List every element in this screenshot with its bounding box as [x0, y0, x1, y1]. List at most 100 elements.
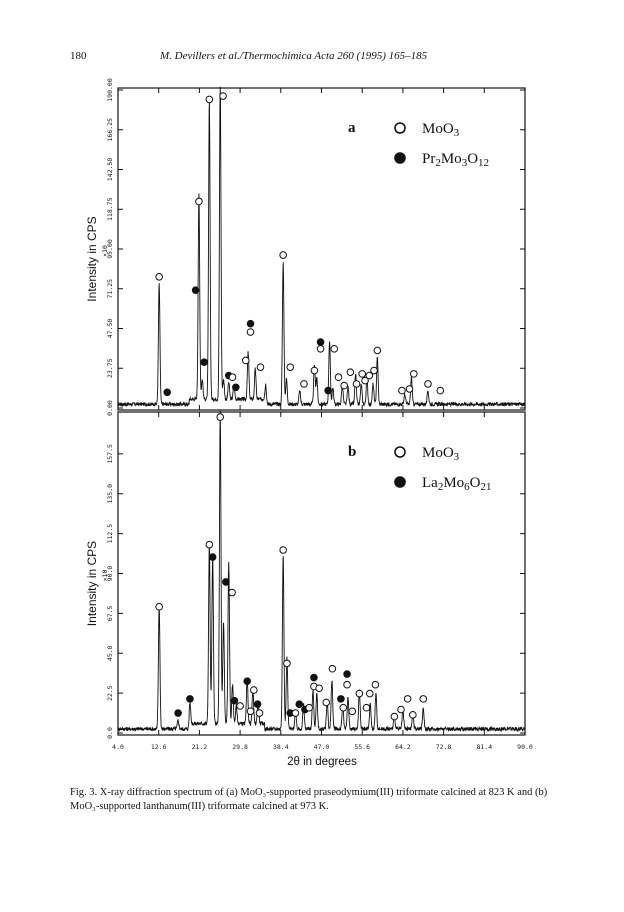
- journal-citation: M. Devillers et al./Thermochimica Acta 2…: [160, 50, 428, 62]
- moo3-marker: [355, 689, 364, 698]
- y-tick-label: 47.50: [106, 319, 114, 339]
- moo3-marker: [358, 370, 367, 378]
- y-tick-label: 45.0: [106, 645, 114, 661]
- legend-label-part: MoO: [422, 121, 454, 137]
- moo3-marker: [365, 689, 374, 698]
- legend-open-circle-icon: [394, 446, 406, 458]
- mixed-oxide-marker: [200, 358, 208, 366]
- legend-label-part: MoO: [422, 445, 454, 461]
- legend-label-part: O: [470, 475, 481, 491]
- y-tick-label: 22.5: [106, 685, 114, 701]
- moo3-marker: [334, 373, 343, 382]
- legend-label-part: La: [422, 475, 438, 491]
- mixed-oxide-marker: [310, 673, 318, 682]
- y-multiplier: ×10: [101, 245, 109, 257]
- moo3-marker: [398, 386, 406, 395]
- mixed-oxide-marker: [186, 695, 194, 703]
- moo3-marker: [424, 380, 432, 388]
- y-tick-label: 157.5: [106, 444, 114, 464]
- xrd-figure: 0.00 23.75 47.50 71.25 95.00 118.75 142.50 166.…: [85, 78, 533, 768]
- figure-caption: Fig. 3. X-ray diffraction spectrum of (a…: [70, 786, 560, 814]
- moo3-marker: [348, 707, 357, 716]
- mixed-oxide-marker: [343, 670, 351, 678]
- moo3-marker: [250, 686, 258, 694]
- mixed-oxide-marker: [191, 286, 200, 294]
- moo3-marker: [403, 695, 412, 703]
- moo3-marker: [279, 546, 287, 554]
- legend-label-part: Pr: [422, 151, 435, 167]
- moo3-marker: [346, 368, 355, 377]
- y-tick-label: 166.25: [106, 118, 114, 142]
- moo3-marker: [390, 712, 399, 721]
- legend-label: Pr2Mo3O12: [422, 151, 489, 169]
- moo3-marker: [328, 664, 337, 673]
- y-tick-label: 23.75: [106, 358, 114, 378]
- moo3-marker: [397, 705, 405, 714]
- moo3-marker: [228, 373, 237, 382]
- mixed-oxide-marker: [208, 553, 217, 561]
- y-axis-label: Intensity in CPS: [85, 541, 99, 626]
- caption-prefix: Fig. 3.: [70, 787, 98, 798]
- moo3-marker: [205, 540, 214, 549]
- x-tick-label: 90.0: [517, 743, 533, 751]
- moo3-marker: [246, 328, 255, 336]
- y-tick-label: 0.0: [106, 727, 114, 739]
- moo3-marker: [255, 709, 264, 717]
- y-tick-label: 90.0: [106, 566, 114, 582]
- mixed-oxide-marker: [174, 709, 182, 717]
- xrd-panel-b: 0.0 22.5 45.0 67.5 90.0 112.5 135.0 157.5 Intens…: [85, 410, 526, 739]
- moo3-marker: [343, 680, 351, 689]
- moo3-marker: [315, 684, 323, 693]
- legend-label: MoO3: [422, 445, 460, 463]
- moo3-marker: [339, 703, 348, 712]
- y-tick-label: 95.00: [106, 239, 114, 259]
- panel-label: b: [348, 444, 356, 460]
- mixed-oxide-marker: [316, 338, 325, 346]
- spectrum-line: [117, 86, 526, 408]
- moo3-marker: [373, 346, 382, 355]
- caption-text: X-ray diffraction spectrum of (a) MoO₃-s…: [70, 787, 548, 812]
- legend-label-part: Mo: [443, 475, 464, 491]
- moo3-marker: [365, 371, 374, 380]
- x-tick-label: 4.0: [112, 743, 124, 751]
- y-tick-label: 67.5: [106, 605, 114, 621]
- legend-label: MoO3: [422, 121, 460, 139]
- legend-label-part: 3: [454, 451, 460, 463]
- legend-label-part: 2: [435, 157, 441, 169]
- moo3-marker: [256, 363, 265, 371]
- mixed-oxide-marker: [222, 578, 230, 586]
- moo3-marker: [236, 702, 244, 710]
- moo3-marker: [219, 92, 227, 100]
- mixed-oxide-marker: [324, 386, 332, 395]
- legend-label-part: O: [467, 151, 478, 167]
- y-multiplier: ×10: [101, 570, 109, 582]
- legend-filled-circle-icon: [394, 152, 406, 164]
- x-tick-label: 47.0: [314, 743, 330, 751]
- moo3-marker: [300, 380, 308, 388]
- page-number: 180: [70, 50, 87, 62]
- legend-label-part: 2: [438, 481, 444, 493]
- x-tick-label: 29.8: [232, 743, 248, 751]
- x-tick-label: 21.2: [192, 743, 208, 751]
- moo3-marker: [216, 413, 225, 421]
- mixed-oxide-marker: [232, 383, 240, 392]
- y-tick-label: 190.00: [106, 78, 114, 102]
- y-tick-label: 135.0: [106, 484, 114, 504]
- moo3-marker: [419, 695, 428, 703]
- legend-open-circle-icon: [394, 122, 406, 134]
- xrd-panel-a: 0.00 23.75 47.50 71.25 95.00 118.75 142.50 166.…: [85, 78, 526, 416]
- moo3-marker: [409, 370, 418, 378]
- moo3-marker: [155, 273, 163, 281]
- legend-label-part: 3: [462, 157, 468, 169]
- moo3-marker: [352, 380, 361, 388]
- moo3-marker: [322, 698, 331, 707]
- legend-label-part: 12: [478, 157, 489, 169]
- spectrum-line: [117, 410, 526, 733]
- mixed-oxide-marker: [243, 677, 251, 685]
- moo3-marker: [305, 703, 313, 712]
- moo3-marker: [371, 680, 380, 689]
- x-tick-label: 55.6: [354, 743, 370, 751]
- moo3-marker: [405, 385, 414, 393]
- moo3-marker: [283, 659, 291, 668]
- legend-label-part: 6: [464, 481, 470, 493]
